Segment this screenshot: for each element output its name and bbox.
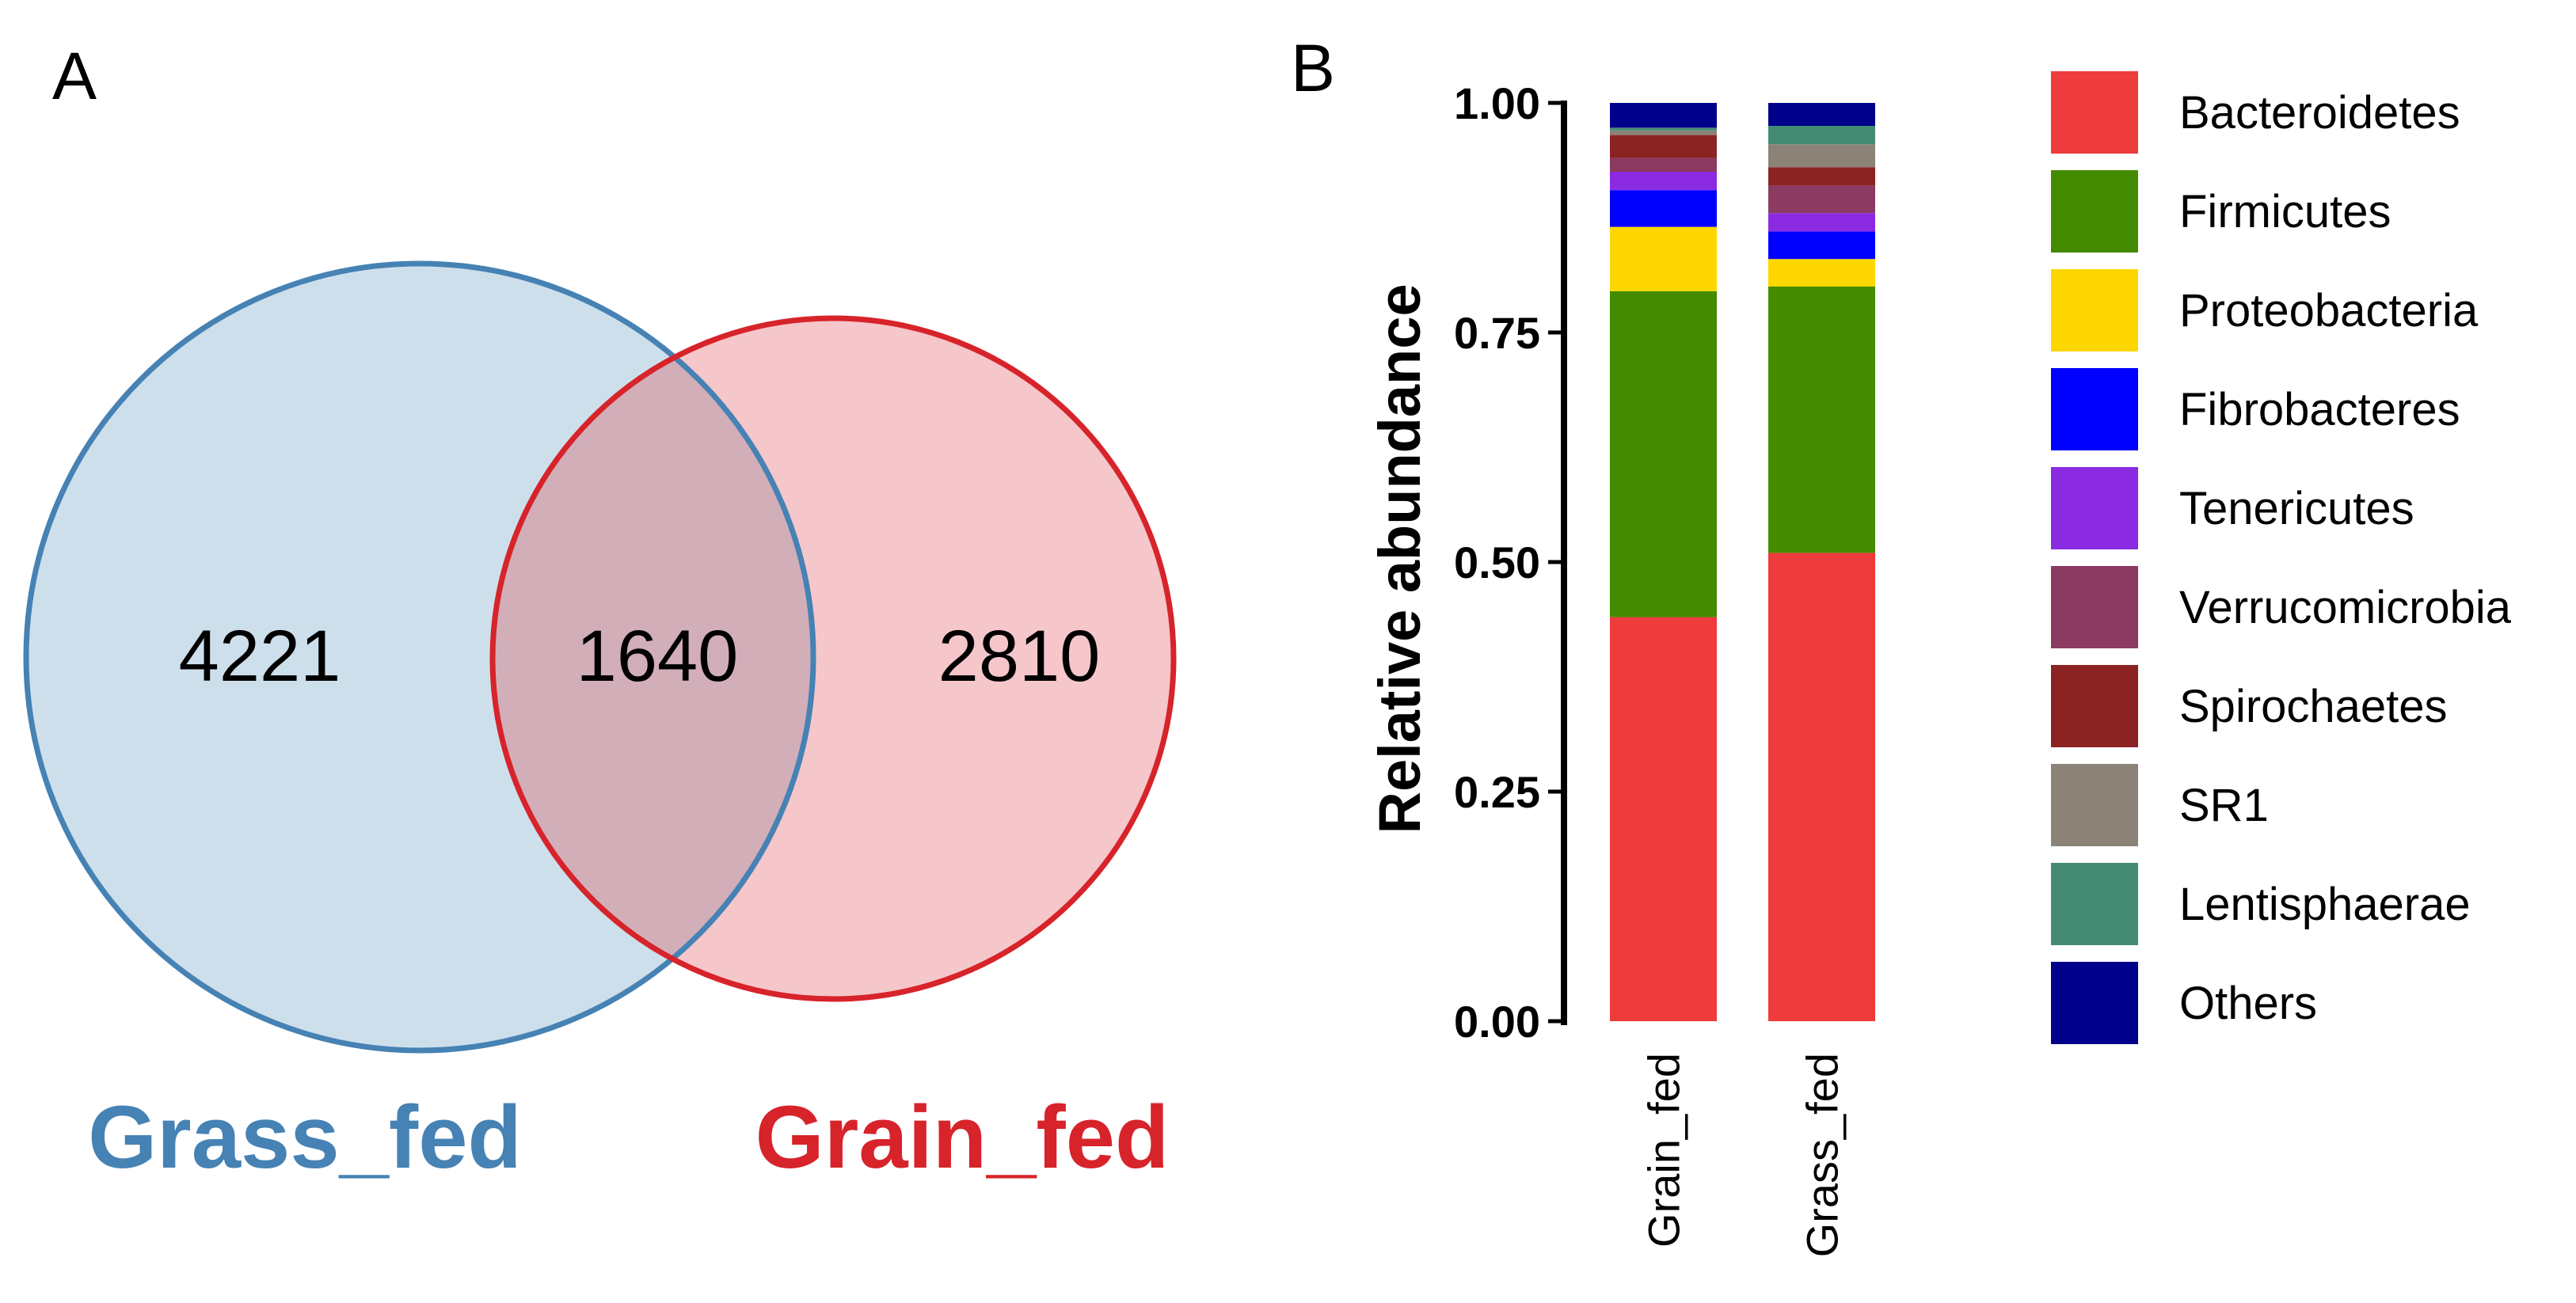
bar-segment-grass-fed-lentisphaerae xyxy=(1768,126,1875,145)
legend-swatch-lentisphaerae xyxy=(2051,863,2138,945)
legend-label-others: Others xyxy=(2179,978,2317,1029)
legend: Bacteroidetes Firmicutes Proteobacteria Fib… xyxy=(2051,71,2512,1044)
bar-segment-grass-fed-proteobacteria xyxy=(1768,259,1875,287)
bar-segment-grain-fed-spirochaetes xyxy=(1610,135,1717,158)
legend-label-fibrobacteres: Fibrobacteres xyxy=(2179,384,2460,435)
bar-segment-grass-fed-fibrobacteres xyxy=(1768,231,1875,260)
venn-panel: A 4221 1640 2810 Grass_fed Grain_fed xyxy=(23,39,1177,1187)
legend-swatch-fibrobacteres xyxy=(2051,368,2138,450)
legend-swatch-tenericutes xyxy=(2051,467,2138,549)
venn-count-shared: 1640 xyxy=(576,616,739,697)
bar-segment-grass-fed-others xyxy=(1768,103,1875,126)
bar-segment-grass-fed-bacteroidetes xyxy=(1768,553,1875,1021)
bar-segment-grain-fed-verrucomicrobia xyxy=(1610,158,1717,172)
bar-segment-grain-fed-proteobacteria xyxy=(1610,226,1717,291)
bar-segment-grain-fed-others xyxy=(1610,103,1717,128)
venn-overlap xyxy=(493,318,813,999)
legend-swatch-bacteroidetes xyxy=(2051,71,2138,154)
stacked-bars xyxy=(1610,103,1875,1021)
bar-segment-grain-fed-firmicutes xyxy=(1610,291,1717,617)
legend-label-sr1: SR1 xyxy=(2179,780,2269,831)
legend-swatch-verrucomicrobia xyxy=(2051,566,2138,648)
bar-segment-grass-fed-verrucomicrobia xyxy=(1768,185,1875,214)
legend-swatch-firmicutes xyxy=(2051,170,2138,253)
bar-segment-grain-fed-tenericutes xyxy=(1610,172,1717,191)
venn-outline-grain-fed xyxy=(489,315,1177,1002)
y-ticks: 0.00 0.25 0.50 0.75 1.00 xyxy=(1454,78,1564,1047)
legend-swatch-proteobacteria xyxy=(2051,269,2138,351)
bar-segment-grass-fed-spirochaetes xyxy=(1768,167,1875,186)
legend-label-lentisphaerae: Lentisphaerae xyxy=(2179,879,2471,930)
panel-a-label: A xyxy=(52,39,97,113)
venn-count-grass-only: 4221 xyxy=(179,616,341,697)
y-axis-title: Relative abundance xyxy=(1367,283,1433,834)
legend-swatch-others xyxy=(2051,962,2138,1044)
bar-segment-grain-fed-fibrobacteres xyxy=(1610,190,1717,227)
bar-segment-grain-fed-sr1 xyxy=(1610,130,1717,135)
bar-segment-grain-fed-lentisphaerae xyxy=(1610,127,1717,131)
bar-panel: B Relative abundance 0.00 0.25 0.50 0.75 1.0… xyxy=(1291,31,2512,1257)
bar-segment-grain-fed-bacteroidetes xyxy=(1610,617,1717,1021)
legend-swatch-spirochaetes xyxy=(2051,665,2138,747)
x-tick-labels: Grain_fed Grass_fed xyxy=(1639,1053,1847,1257)
legend-label-tenericutes: Tenericutes xyxy=(2179,483,2414,534)
y-tick-label: 0.00 xyxy=(1454,997,1540,1047)
legend-label-proteobacteria: Proteobacteria xyxy=(2179,285,2479,336)
legend-label-spirochaetes: Spirochaetes xyxy=(2179,681,2448,732)
legend-swatch-sr1 xyxy=(2051,764,2138,846)
bar-segment-grass-fed-firmicutes xyxy=(1768,287,1875,553)
bar-segment-grass-fed-tenericutes xyxy=(1768,213,1875,232)
venn-label-grain-fed: Grain_fed xyxy=(755,1088,1170,1187)
venn-outline-grass-fed xyxy=(23,260,816,1054)
legend-label-verrucomicrobia: Verrucomicrobia xyxy=(2179,582,2512,633)
panel-b-label: B xyxy=(1291,31,1335,105)
venn-count-grain-only: 2810 xyxy=(938,616,1101,697)
legend-label-firmicutes: Firmicutes xyxy=(2179,186,2391,237)
y-tick-label: 0.25 xyxy=(1454,767,1540,817)
x-tick-label: Grass_fed xyxy=(1798,1053,1847,1257)
y-tick-label: 1.00 xyxy=(1454,78,1540,128)
legend-label-bacteroidetes: Bacteroidetes xyxy=(2179,87,2460,139)
bar-segment-grass-fed-sr1 xyxy=(1768,144,1875,168)
x-tick-label: Grain_fed xyxy=(1639,1053,1689,1248)
venn-label-grass-fed: Grass_fed xyxy=(88,1088,522,1187)
y-tick-label: 0.75 xyxy=(1454,308,1540,358)
y-tick-label: 0.50 xyxy=(1454,538,1540,587)
